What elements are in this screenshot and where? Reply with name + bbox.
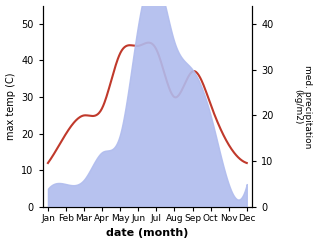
Y-axis label: max temp (C): max temp (C) — [5, 72, 16, 140]
Y-axis label: med. precipitation
(kg/m2): med. precipitation (kg/m2) — [293, 65, 313, 148]
X-axis label: date (month): date (month) — [106, 228, 189, 238]
